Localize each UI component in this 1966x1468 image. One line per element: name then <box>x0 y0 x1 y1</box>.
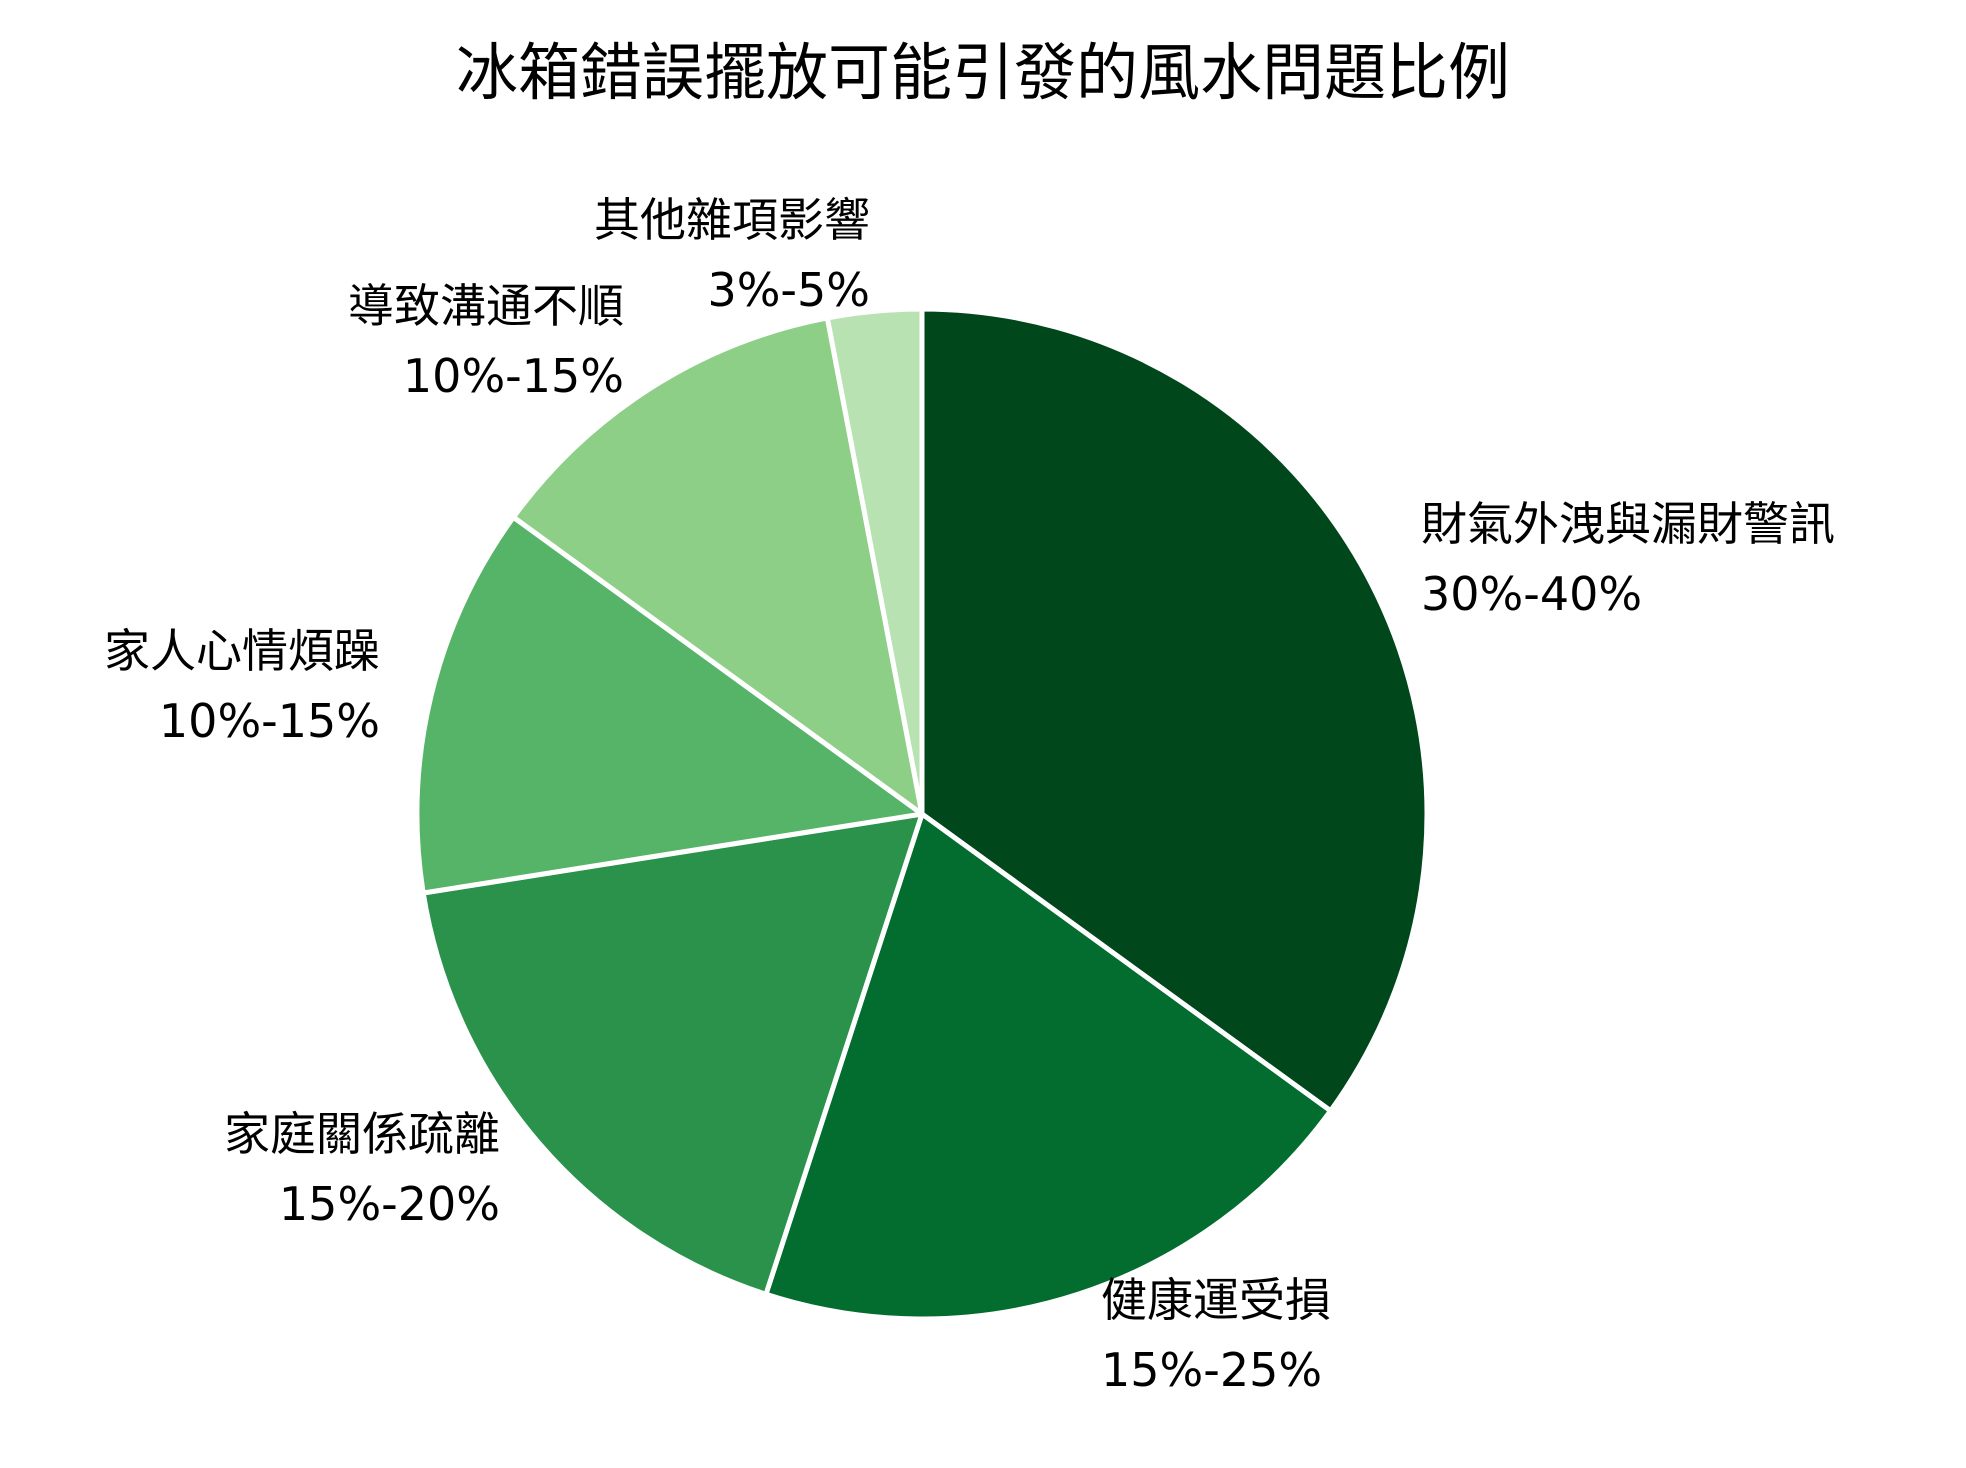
pie-slices <box>414 306 1430 1322</box>
pie-slice-6 <box>824 306 925 817</box>
slice-range-4: 10%-15% <box>159 694 380 748</box>
pie-slice-2 <box>763 811 1334 1322</box>
pie-slice-3 <box>420 811 925 1297</box>
slice-range-1: 30%-40% <box>1421 567 1642 621</box>
slice-label-2: 健康運受損 <box>1101 1273 1331 1327</box>
pie-slice-4 <box>414 514 925 896</box>
slice-range-5: 10%-15% <box>403 349 624 403</box>
slice-label-4: 家人心情煩躁 <box>104 624 380 678</box>
slice-label-3: 家庭關係疏離 <box>224 1107 500 1161</box>
pie-slice-1 <box>919 306 1430 1114</box>
slice-label-5: 導致溝通不順 <box>348 279 624 333</box>
slice-range-3: 15%-20% <box>279 1177 500 1231</box>
slice-label-1: 財氣外洩與漏財警訊 <box>1421 497 1835 551</box>
slice-range-2: 15%-25% <box>1101 1343 1322 1397</box>
slice-label-6: 其他雜項影響 <box>594 193 870 247</box>
slice-range-6: 3%-5% <box>707 263 870 317</box>
pie-labels: 財氣外洩與漏財警訊 30%-40% 健康運受損 15%-25% 家庭關係疏離 15%-20… <box>104 193 1835 1397</box>
pie-slice-5 <box>510 315 925 817</box>
chart-title: 冰箱錯誤擺放可能引發的風水問題比例 <box>456 36 1510 109</box>
